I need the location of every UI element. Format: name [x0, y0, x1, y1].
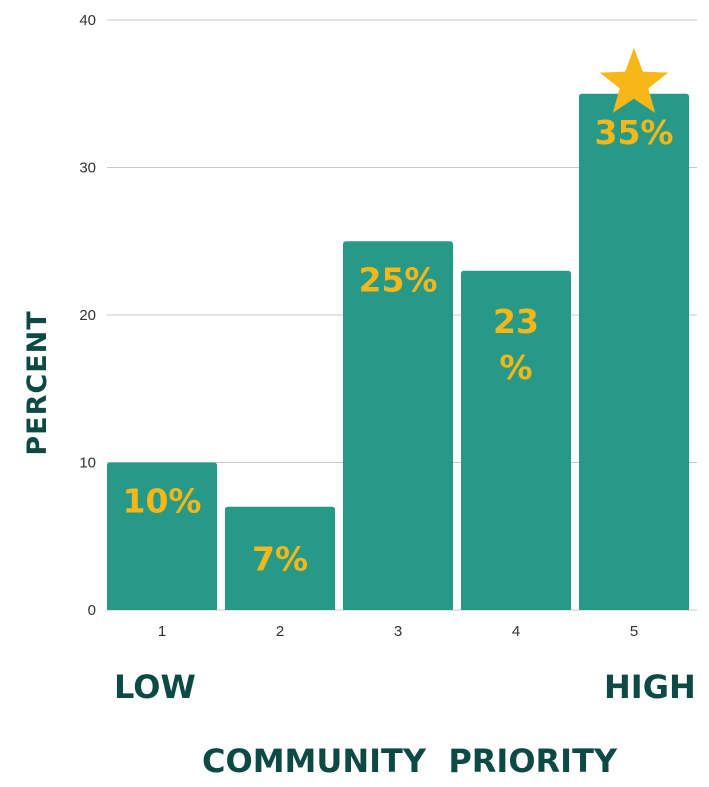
bar-5	[579, 93, 689, 610]
y-tick-label: 10	[79, 455, 96, 472]
x-axis-low-label: LOW	[114, 668, 196, 706]
x-tick-label: 3	[394, 623, 402, 640]
data-labels: 10% 7% 25% 23 % 35%	[123, 47, 674, 578]
data-label: 23%	[493, 302, 539, 387]
y-tick-label: 0	[88, 602, 96, 619]
data-label: 25%	[359, 260, 438, 299]
y-tick-label: 30	[79, 160, 96, 177]
bar-2	[225, 506, 335, 610]
x-tick-label: 2	[276, 623, 284, 640]
data-label: 35%	[595, 113, 674, 152]
bar-3	[343, 241, 453, 610]
y-tick-label: 40	[79, 12, 96, 29]
bar-1	[107, 462, 217, 610]
y-axis-label: PERCENT	[22, 310, 53, 455]
y-tick-label: 20	[79, 307, 96, 324]
star-icon	[599, 47, 669, 113]
data-label: 10%	[123, 482, 202, 521]
data-label: 7%	[252, 539, 308, 578]
y-axis-ticks: 0 10 20 30 40	[79, 12, 96, 619]
x-tick-label: 5	[630, 623, 638, 640]
x-tick-label: 1	[158, 623, 166, 640]
bars	[107, 93, 689, 610]
x-axis-title: COMMUNITY PRIORITY	[202, 742, 618, 780]
x-tick-label: 4	[512, 623, 520, 640]
bar-4	[461, 270, 571, 610]
x-axis-high-label: HIGH	[604, 668, 696, 706]
x-axis-ticks: 1 2 3 4 5	[158, 623, 638, 640]
